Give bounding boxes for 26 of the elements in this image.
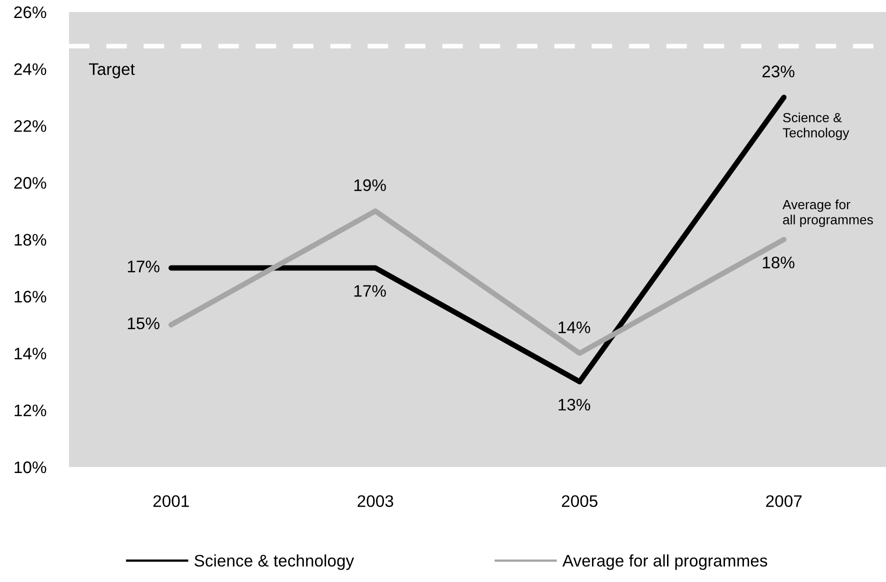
y-tick-label: 12% <box>14 404 46 416</box>
annotation: Science & Technology <box>782 112 850 140</box>
x-tick-label: 2007 <box>766 495 802 508</box>
data-label: 19% <box>354 179 386 192</box>
y-tick-label: 22% <box>14 120 46 132</box>
data-label: 14% <box>558 322 590 334</box>
y-tick-label: 18% <box>14 234 46 246</box>
data-label: 23% <box>762 66 794 78</box>
y-tick-label: 16% <box>14 290 46 303</box>
y-tick-label: 26% <box>14 6 46 18</box>
ref-line-label: Target <box>88 63 135 78</box>
data-label: 17% <box>128 260 160 272</box>
y-tick-label: 10% <box>14 461 46 474</box>
annotation: Average for all programmes <box>782 200 873 227</box>
data-label: 15% <box>128 318 160 330</box>
y-tick-label: 24% <box>14 63 46 76</box>
legend-label: Average for all programmes <box>562 554 768 570</box>
x-tick-label: 2005 <box>562 495 598 508</box>
data-label: 13% <box>558 398 590 411</box>
y-tick-label: 20% <box>14 177 46 189</box>
x-tick-label: 2001 <box>153 495 189 508</box>
data-label: 17% <box>354 285 386 297</box>
x-tick-label: 2003 <box>358 495 394 508</box>
y-tick-label: 14% <box>14 348 46 360</box>
data-label: 18% <box>762 256 794 268</box>
legend-label: Science & technology <box>194 554 354 570</box>
